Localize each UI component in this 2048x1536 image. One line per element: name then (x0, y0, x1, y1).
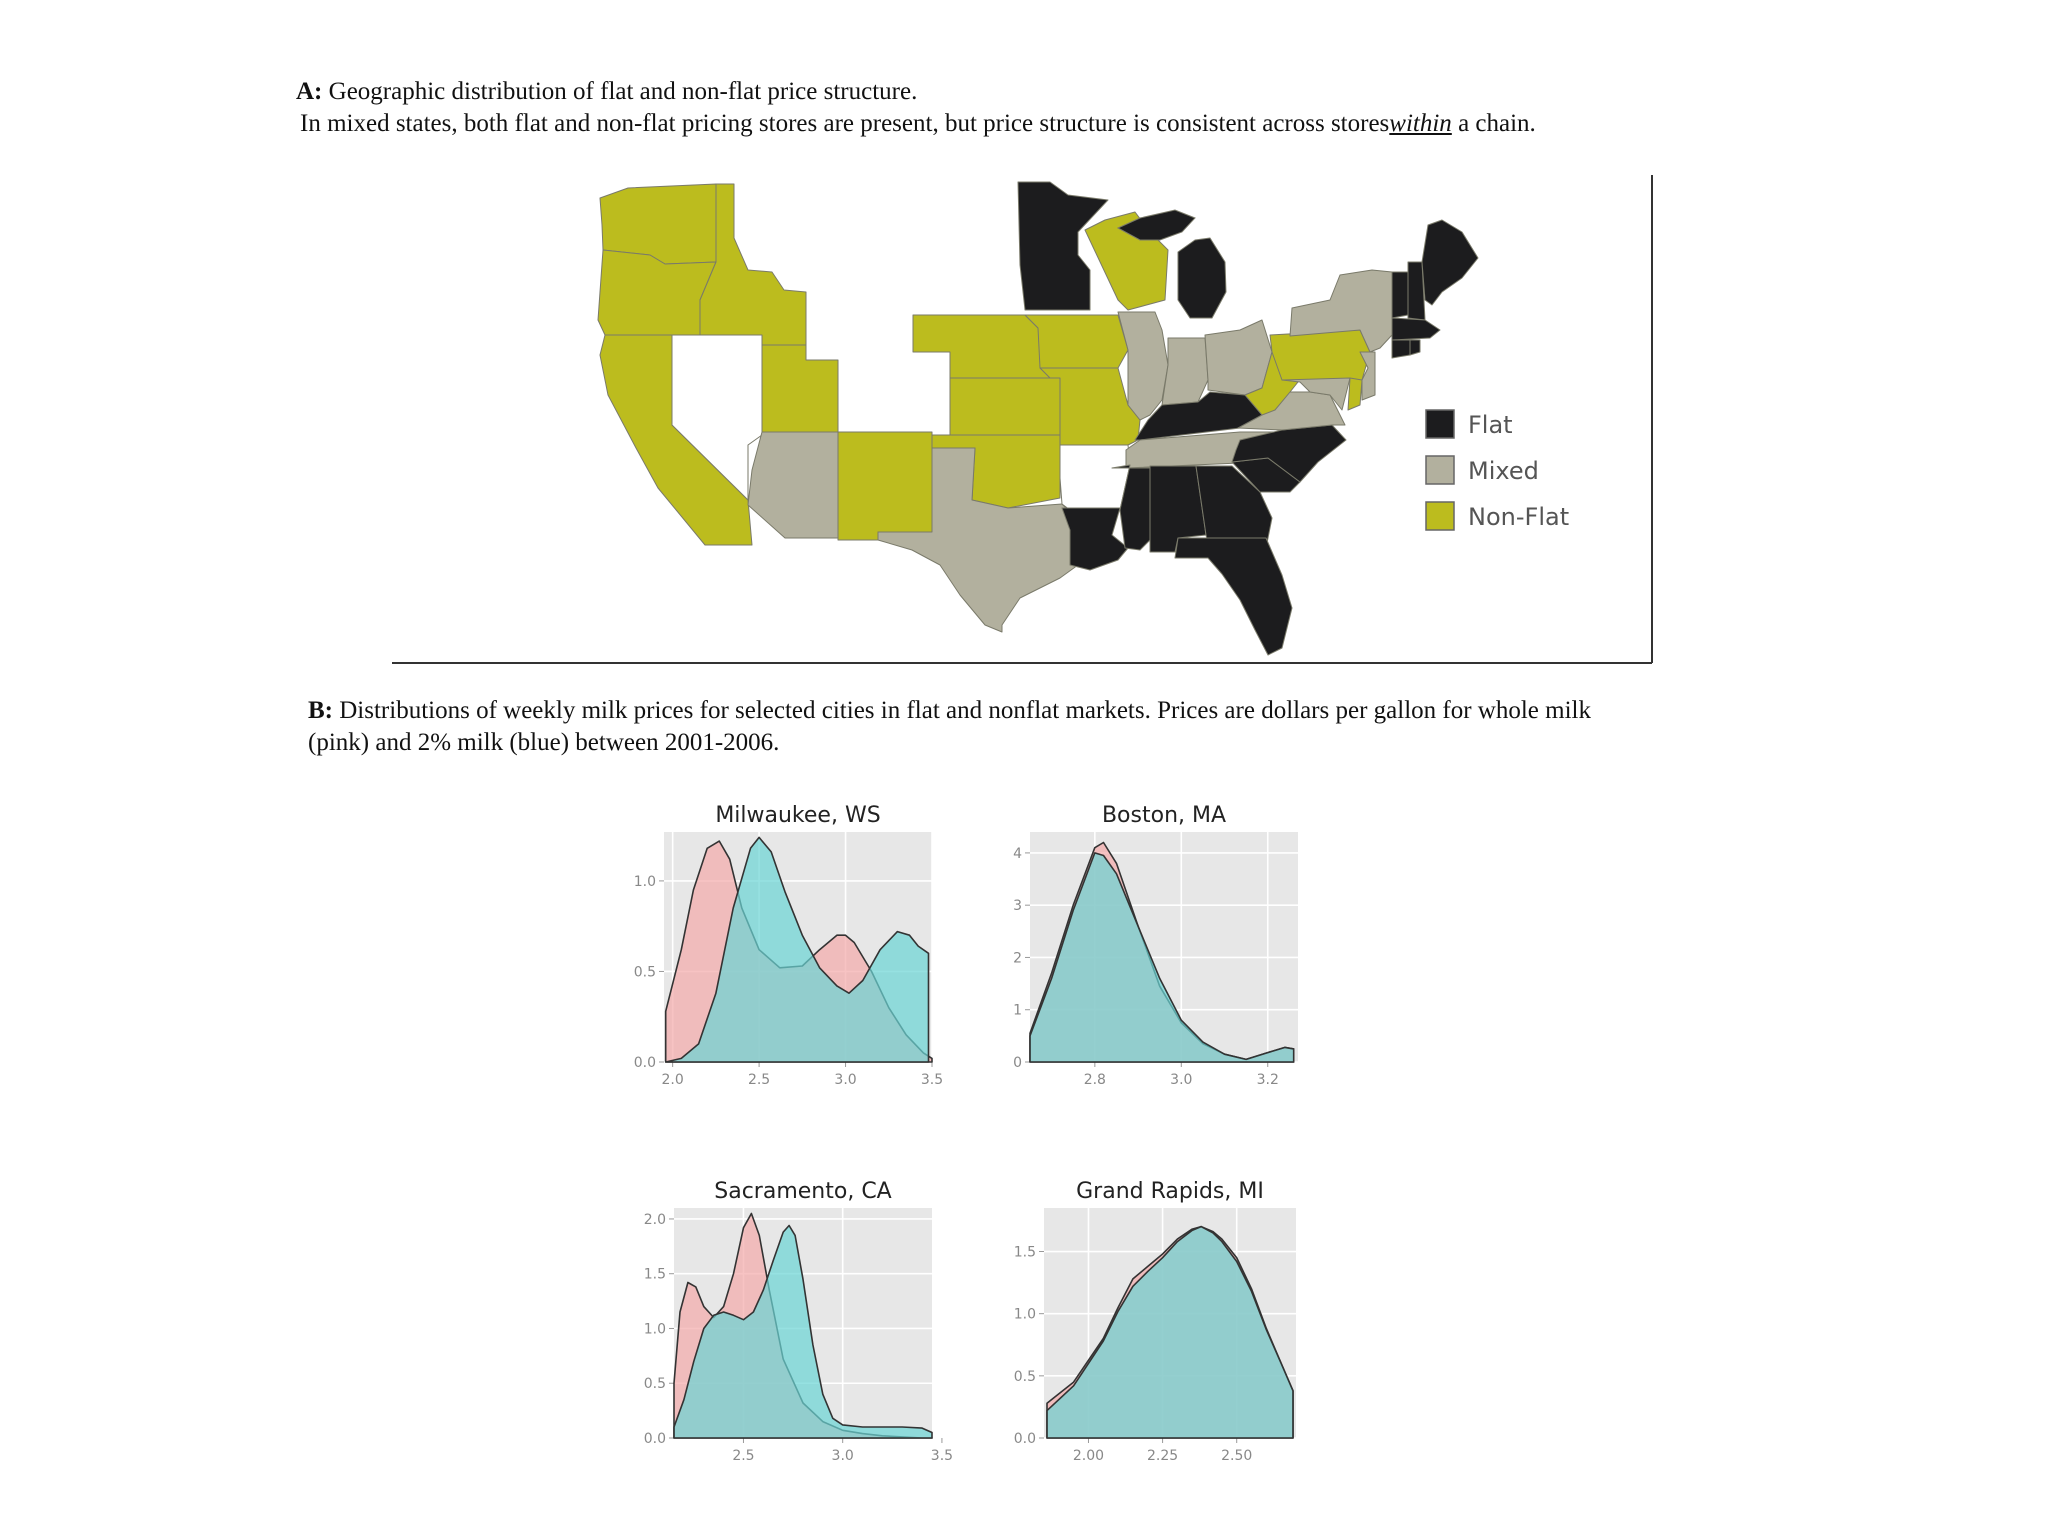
state-ri (1409, 339, 1421, 356)
density-area-two-percent (1029, 852, 1295, 1063)
density-area-two-percent (673, 1224, 933, 1439)
legend-swatch-flat (1425, 409, 1455, 439)
y-tick-label: 1 (1013, 1003, 1022, 1019)
y-tick-label: 1.5 (644, 1267, 666, 1283)
state-id (699, 183, 807, 346)
panel-a-caption-text: Geographic distribution of flat and non-… (328, 78, 918, 105)
x-tick-label: 2.00 (1073, 1448, 1104, 1464)
y-tick-label: 0 (1013, 1055, 1022, 1071)
density-area-two-percent (664, 836, 930, 1063)
y-tick-label: 4 (1013, 846, 1022, 862)
density-area-two-percent (1046, 1225, 1294, 1439)
y-tick-label: 2 (1013, 950, 1022, 966)
x-tick-label: 3.5 (931, 1448, 953, 1464)
x-tick-label: 2.8 (1084, 1072, 1106, 1088)
y-tick-label: 0.5 (644, 1376, 666, 1392)
y-tick-label: 0.0 (1014, 1431, 1036, 1447)
panel-b-label: B: (308, 697, 333, 724)
density-panel-milwaukee-ws: 0.0 0.5 1.0 2.0 2.5 3.0 3.5 Milwaukee, WS (634, 803, 943, 1088)
panel-title: Milwaukee, WS (715, 803, 880, 828)
y-tick-label: 1.0 (1014, 1307, 1036, 1323)
y-tick-label: 1.0 (634, 874, 656, 890)
panel-b-caption-text: Distributions of weekly milk prices for … (339, 697, 1591, 724)
y-tick-label: 2.0 (644, 1212, 666, 1228)
panel-title: Boston, MA (1102, 803, 1226, 828)
state-mn (1017, 181, 1109, 311)
y-tick-label: 0.5 (634, 964, 656, 980)
legend-swatch-nonflat (1425, 501, 1455, 531)
panel-a-label: A: (296, 78, 323, 105)
panel-a-caption-line2: In mixed states, both flat and non-flat … (300, 108, 1536, 140)
density-panel-grand-rapids-mi: 0.0 0.5 1.0 1.5 2.00 2.25 2.50 Grand Rapids, MI (1014, 1179, 1296, 1464)
legend-label-nonflat: Non-Flat (1468, 503, 1569, 531)
density-panel-boston-ma: 0 1 2 3 4 2.8 3.0 3.2 Boston, MA (1013, 803, 1298, 1088)
state-il (1117, 311, 1169, 421)
state-mi (1177, 237, 1227, 319)
state-ma (1391, 317, 1441, 341)
panel-b-caption-line1: B: Distributions of weekly milk prices f… (308, 695, 1591, 727)
state-nj (1359, 351, 1376, 401)
y-tick-label: 1.5 (1014, 1245, 1036, 1261)
state-fl (1174, 537, 1293, 656)
state-tx (877, 447, 1079, 633)
panel-title: Sacramento, CA (714, 1179, 891, 1204)
panel-b-caption-line2: (pink) and 2% milk (blue) between 2001-2… (308, 727, 779, 759)
panel-a-caption-line1: A: Geographic distribution of flat and n… (296, 76, 917, 108)
panel-title: Grand Rapids, MI (1076, 1179, 1264, 1204)
x-tick-label: 3.5 (921, 1072, 943, 1088)
state-la (1061, 507, 1129, 571)
legend-label-mixed: Mixed (1468, 457, 1539, 485)
state-mi-upper-peninsula (1116, 209, 1196, 241)
x-tick-label: 3.0 (834, 1072, 856, 1088)
panel-a-caption-emphasis: within (1389, 110, 1452, 137)
x-tick-label: 3.2 (1257, 1072, 1279, 1088)
x-tick-label: 2.5 (732, 1448, 754, 1464)
x-tick-label: 2.0 (662, 1072, 684, 1088)
state-shapes (597, 181, 1479, 656)
y-tick-label: 0.0 (644, 1431, 666, 1447)
x-tick-label: 2.25 (1147, 1448, 1178, 1464)
map-legend: Flat Mixed Non-Flat (1425, 409, 1569, 531)
y-tick-label: 0.5 (1014, 1369, 1036, 1385)
x-tick-label: 2.5 (748, 1072, 770, 1088)
y-tick-label: 3 (1013, 898, 1022, 914)
x-tick-label: 3.0 (1170, 1072, 1192, 1088)
legend-label-flat: Flat (1468, 411, 1513, 439)
panel-a-caption-text-2: In mixed states, both flat and non-flat … (300, 110, 1390, 137)
state-de (1347, 377, 1363, 411)
x-tick-label: 2.50 (1221, 1448, 1252, 1464)
panel-a-caption-text-3: a chain. (1458, 110, 1536, 137)
y-tick-label: 0.0 (634, 1055, 656, 1071)
density-panel-sacramento-ca: 0.0 0.5 1.0 1.5 2.0 2.5 3.0 3.5 Sacramento, CA (644, 1179, 953, 1464)
state-me (1421, 219, 1479, 306)
x-tick-label: 3.0 (832, 1448, 854, 1464)
panel-b-caption-text-2: (pink) and 2% milk (blue) between 2001-2… (308, 729, 780, 756)
state-mo (1039, 367, 1141, 446)
legend-swatch-mixed (1425, 455, 1455, 485)
y-tick-label: 1.0 (644, 1321, 666, 1337)
